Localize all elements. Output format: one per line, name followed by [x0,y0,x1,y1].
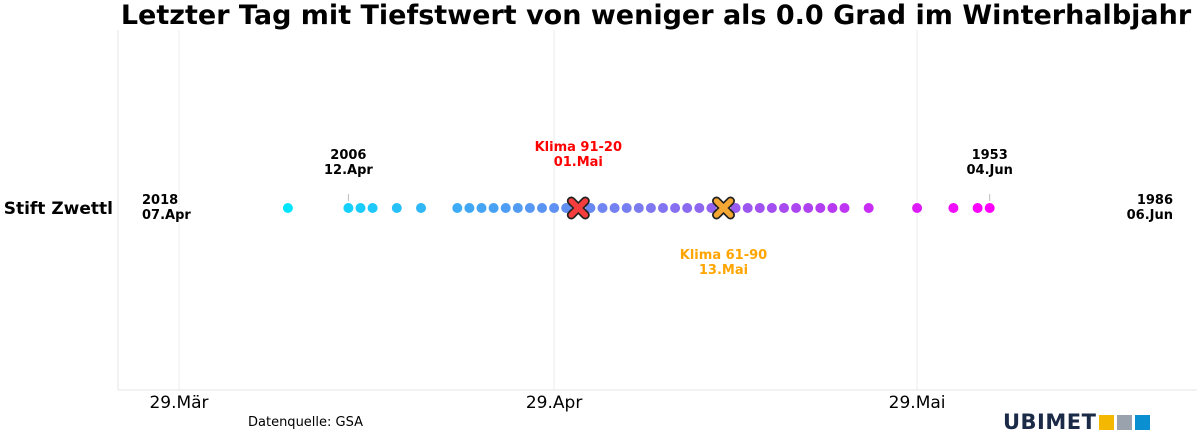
cloud-icon [1117,414,1133,430]
data-point [948,203,959,213]
annotation-date: 12.Apr [324,163,373,178]
data-point [658,203,668,213]
x-tick-labels: 29.Mär 29.Apr 29.Mai [149,393,945,413]
data-point [585,203,596,213]
data-point [827,203,838,213]
data-point [766,203,777,213]
data-point [488,203,499,213]
annotation-year: 2018 [142,193,178,208]
climate-label: Klima 61-90 [680,248,767,263]
data-point [621,203,632,213]
data-point [670,203,681,213]
climate-date-label: 13.Mai [699,263,748,278]
data-point [754,203,765,213]
data-point [972,203,983,213]
annotation-year: 1986 [1137,193,1173,208]
data-point [524,203,535,213]
data-point [609,203,620,213]
data-point [645,203,656,213]
data-point [464,203,475,213]
data-point [706,203,717,213]
chart-title: Letzter Tag mit Tiefstwert von weniger a… [121,0,1192,31]
logo-text: UBIMET [1003,410,1097,434]
climate-marker [713,198,734,218]
data-point [779,203,789,213]
data-point [839,203,850,213]
climate-marker [568,198,589,218]
annotation-date: 04.Jun [967,163,1013,178]
annotation-year: 2006 [330,148,366,163]
annotation-year: 1953 [972,148,1008,163]
data-point [452,203,463,213]
climate-date-label: 01.Mai [554,155,603,170]
data-point [355,203,366,213]
station-label: Stift Zwettl [4,199,113,219]
data-point [343,203,354,213]
data-point [863,203,874,213]
data-point [512,203,523,213]
x-tick-label: 29.Mär [149,393,208,413]
data-point [694,203,705,213]
data-point [912,203,923,213]
x-tick-label: 29.Apr [526,393,582,413]
ubimet-logo: UBIMET [1003,410,1151,434]
data-points [282,203,995,213]
data-point [791,203,802,213]
data-point [597,203,608,213]
data-point [984,203,995,213]
data-point [476,203,487,213]
x-tick-label: 29.Mai [889,393,946,413]
climate-label: Klima 91-20 [535,140,622,155]
data-point [803,203,814,213]
data-point [682,203,693,213]
data-point [282,203,293,213]
data-point [391,203,402,213]
data-source: Datenquelle: GSA [248,415,363,430]
data-point [416,203,426,213]
data-point [633,203,644,213]
data-point [561,203,572,213]
data-point [742,203,753,213]
data-point [549,203,560,213]
data-point [730,203,741,213]
drop-icon [1135,414,1151,430]
sun-icon [1099,414,1115,430]
data-point [537,203,547,213]
data-point [815,203,826,213]
annotation-date: 06.Jun [1127,208,1173,223]
data-point [500,203,511,213]
data-point [367,203,378,213]
annotation-date: 07.Apr [142,208,191,223]
